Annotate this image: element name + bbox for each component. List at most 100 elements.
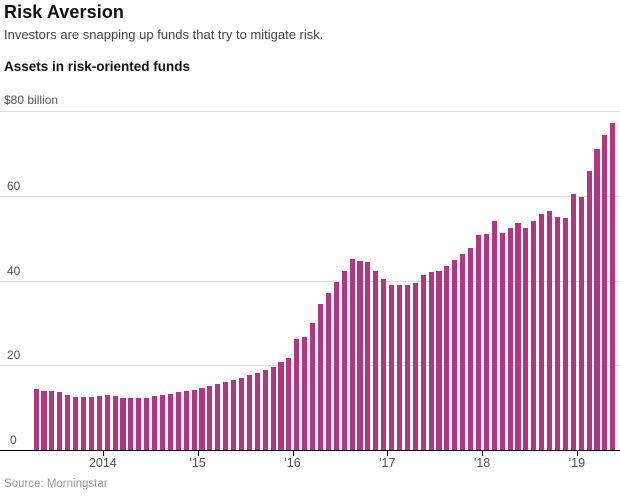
chart-bar <box>80 396 87 450</box>
chart-bar <box>468 248 474 450</box>
x-tick-label-18: '18 <box>473 456 491 470</box>
chart-bar <box>96 395 102 450</box>
y-tick-label-20: 20 <box>7 348 21 363</box>
chart-bar <box>310 322 316 450</box>
x-tick-label-17: '17 <box>379 456 396 470</box>
gridline-80 <box>0 111 620 113</box>
chart-bar <box>452 260 458 450</box>
chart-bar <box>539 214 545 450</box>
chart-bar <box>373 271 379 450</box>
chart-bar <box>547 210 553 450</box>
chart-bar <box>444 265 450 450</box>
chart-bar <box>483 233 489 450</box>
chart-bar <box>183 390 189 450</box>
chart-bar <box>65 395 71 450</box>
chart-bar <box>475 234 482 450</box>
x-tick-label-19: '19 <box>568 456 586 470</box>
chart-bar <box>286 357 292 450</box>
chart-bar <box>586 170 592 450</box>
chart-bar <box>562 218 568 450</box>
chart-bar <box>270 366 276 450</box>
chart-bar <box>159 395 166 450</box>
chart-bar <box>41 391 47 450</box>
chart-bar <box>152 396 158 450</box>
chart-bar <box>412 282 418 450</box>
chart-bar <box>175 392 181 450</box>
chart-bar <box>523 228 529 450</box>
source-note: Source: Morningstar <box>4 478 108 490</box>
x-tick-label-16: '16 <box>284 456 301 470</box>
x-axis-tick <box>576 451 578 456</box>
chart-bar <box>33 389 39 450</box>
chart-bar <box>396 284 403 450</box>
x-axis-tick <box>102 451 104 456</box>
chart-bar <box>49 390 55 450</box>
chart-bar <box>381 278 387 450</box>
chart-bar <box>515 222 521 450</box>
chart-title: Assets in risk-oriented funds <box>4 59 191 74</box>
y-tick-label-40: 40 <box>7 263 21 278</box>
chart-bar <box>144 397 150 450</box>
chart-bar <box>120 397 126 450</box>
chart-bar <box>262 369 268 450</box>
chart-bar <box>231 380 237 450</box>
chart-bar <box>531 221 537 450</box>
chart-bar <box>88 396 94 450</box>
chart-bar <box>610 122 616 450</box>
x-axis-tick <box>482 451 484 456</box>
chart-bar <box>104 395 110 450</box>
y-tick-label-60: 60 <box>7 179 21 194</box>
chart-bar <box>594 148 600 450</box>
chart-bar <box>341 270 347 450</box>
chart-bar <box>246 375 252 450</box>
chart-bar <box>578 197 584 450</box>
chart-bar <box>349 259 355 450</box>
chart-bar <box>507 228 513 450</box>
chart-bar <box>294 338 300 450</box>
page-title: Risk Aversion <box>4 2 125 22</box>
chart-bar <box>602 134 608 450</box>
chart-bar <box>73 397 79 450</box>
chart-bar <box>128 398 134 450</box>
chart-bar <box>238 377 245 450</box>
x-axis-tick <box>387 451 389 456</box>
chart-bar <box>302 336 308 450</box>
x-tick-label-15: '15 <box>189 456 206 470</box>
chart-bar <box>254 372 260 450</box>
chart-bar <box>420 274 426 450</box>
gridline-40 <box>0 280 620 282</box>
chart-bar <box>570 194 576 450</box>
chart-bar <box>389 285 395 450</box>
chart-bar <box>436 270 442 450</box>
chart-bar <box>325 293 331 450</box>
chart-bar <box>428 271 434 450</box>
x-tick-label-2014: 2014 <box>88 456 117 470</box>
chart-bar <box>365 262 371 450</box>
chart-bar <box>404 285 410 450</box>
chart-bar <box>223 382 229 450</box>
chart-bar <box>167 393 173 450</box>
x-axis-tick <box>292 451 294 456</box>
chart-bar <box>112 395 118 450</box>
y-axis-top-label: $80 billion <box>4 93 59 107</box>
chart-bar <box>278 361 284 450</box>
chart-bar <box>357 261 363 450</box>
chart-bar <box>333 282 339 450</box>
chart-bar <box>215 384 221 450</box>
chart-bar <box>207 386 213 450</box>
chart-bar <box>491 220 497 450</box>
chart-bar <box>317 304 324 450</box>
chart-bar <box>136 397 142 450</box>
chart-bar <box>191 389 197 450</box>
chart-bar <box>554 216 561 450</box>
chart-bar <box>499 232 505 450</box>
page-subtitle: Investors are snapping up funds that try… <box>4 27 324 42</box>
x-axis-line <box>0 450 620 451</box>
chart-bar <box>460 254 466 450</box>
gridline-60 <box>0 196 620 198</box>
chart-bar <box>199 387 205 450</box>
chart-bar <box>57 392 63 450</box>
y-tick-label-0: 0 <box>10 433 17 447</box>
x-axis-tick <box>197 451 199 456</box>
